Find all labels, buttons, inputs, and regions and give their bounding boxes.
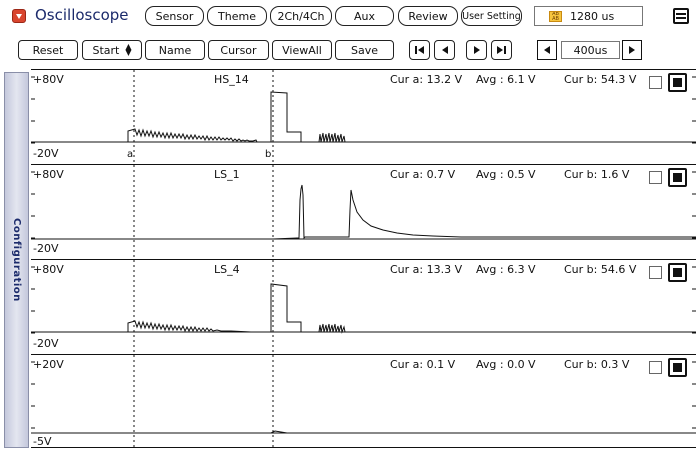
- timebase-increase-icon[interactable]: [622, 40, 642, 60]
- aux-button[interactable]: Aux: [335, 6, 394, 26]
- cursor-button[interactable]: Cursor: [208, 40, 269, 60]
- top-scale-label: +80V: [33, 263, 64, 276]
- channel-checkbox[interactable]: [649, 76, 662, 89]
- stop-icon[interactable]: [668, 168, 687, 187]
- cursor-b-readout: Cur b: 1.6 V: [564, 168, 630, 181]
- cursor-a-readout: Cur a: 0.7 V: [390, 168, 456, 181]
- channels-button[interactable]: 2Ch/4Ch: [270, 6, 332, 26]
- average-readout: Avg : 0.5 V: [476, 168, 536, 181]
- cursor-b-marker[interactable]: b: [265, 149, 272, 160]
- cursor-a-marker[interactable]: a: [127, 149, 134, 160]
- bottom-scale-label: -20V: [33, 147, 59, 160]
- stop-icon[interactable]: [668, 263, 687, 282]
- name-button[interactable]: Name: [145, 40, 205, 60]
- time-readout-value: 1280 us: [570, 9, 615, 23]
- start-button[interactable]: Start ▲ ▼: [82, 40, 142, 60]
- first-icon[interactable]: [409, 40, 430, 60]
- review-button[interactable]: Review: [398, 6, 458, 26]
- top-scale-label: +20V: [33, 358, 64, 371]
- average-readout: Avg : 6.1 V: [476, 73, 536, 86]
- app-title: Oscilloscope: [35, 6, 129, 24]
- channel-name: LS_4: [214, 263, 240, 276]
- bottom-scale-label: -20V: [33, 242, 59, 255]
- channel-name: LS_1: [214, 168, 240, 181]
- cursor-b-readout: Cur b: 54.6 V: [564, 263, 637, 276]
- waveform-plot: [31, 355, 696, 449]
- previous-icon[interactable]: [434, 40, 455, 60]
- dropdown-icon[interactable]: [12, 9, 26, 23]
- bottom-scale-label: -20V: [33, 337, 59, 350]
- stepper-icon: ▲ ▼: [125, 42, 132, 57]
- view-all-button[interactable]: ViewAll: [272, 40, 332, 60]
- cursor-b-readout: Cur b: 0.3 V: [564, 358, 630, 371]
- cursor-b-readout: Cur b: 54.3 V: [564, 73, 637, 86]
- channel-panel: +80V -20V LS_1 Cur a: 0.7 V Avg : 0.5 V …: [31, 164, 696, 259]
- plot-bottom-border: [31, 447, 696, 448]
- timebase-decrease-icon[interactable]: [537, 40, 557, 60]
- cursor-a-readout: Cur a: 13.2 V: [390, 73, 463, 86]
- channel-checkbox[interactable]: [649, 171, 662, 184]
- reset-button[interactable]: Reset: [18, 40, 78, 60]
- waveform-plot: [31, 165, 696, 259]
- configuration-tab[interactable]: Configuration: [4, 72, 29, 448]
- bottom-scale-label: -5V: [33, 435, 52, 448]
- channel-checkbox[interactable]: [649, 266, 662, 279]
- waveform-plot: [31, 260, 696, 354]
- ab-icon: AB AB: [549, 10, 562, 22]
- stop-icon[interactable]: [668, 358, 687, 377]
- channel-panel: +20V -5V Cur a: 0.1 V Avg : 0.0 V Cur b:…: [31, 354, 696, 449]
- next-icon[interactable]: [466, 40, 487, 60]
- waveform-plot: [31, 70, 696, 164]
- stop-icon[interactable]: [668, 73, 687, 92]
- sensor-button[interactable]: Sensor: [145, 6, 204, 26]
- channel-panel: +80V -20V a b HS_14 Cur a: 13.2 V Avg : …: [31, 69, 696, 164]
- last-icon[interactable]: [491, 40, 512, 60]
- user-setting-button[interactable]: User Setting: [461, 6, 522, 26]
- top-scale-label: +80V: [33, 168, 64, 181]
- channel-panel: +80V -20V LS_4 Cur a: 13.3 V Avg : 6.3 V…: [31, 259, 696, 354]
- cursor-a-readout: Cur a: 13.3 V: [390, 263, 463, 276]
- configuration-tab-label: Configuration: [11, 218, 22, 302]
- average-readout: Avg : 6.3 V: [476, 263, 536, 276]
- time-readout: AB AB 1280 us: [534, 6, 643, 26]
- cursor-a-readout: Cur a: 0.1 V: [390, 358, 456, 371]
- start-button-label: Start: [92, 43, 120, 57]
- theme-button[interactable]: Theme: [207, 6, 267, 26]
- channel-checkbox[interactable]: [649, 361, 662, 374]
- channel-name: HS_14: [214, 73, 249, 86]
- menu-icon[interactable]: [673, 8, 689, 24]
- top-scale-label: +80V: [33, 73, 64, 86]
- save-button[interactable]: Save: [335, 40, 394, 60]
- average-readout: Avg : 0.0 V: [476, 358, 536, 371]
- timebase-field[interactable]: 400us: [561, 41, 620, 59]
